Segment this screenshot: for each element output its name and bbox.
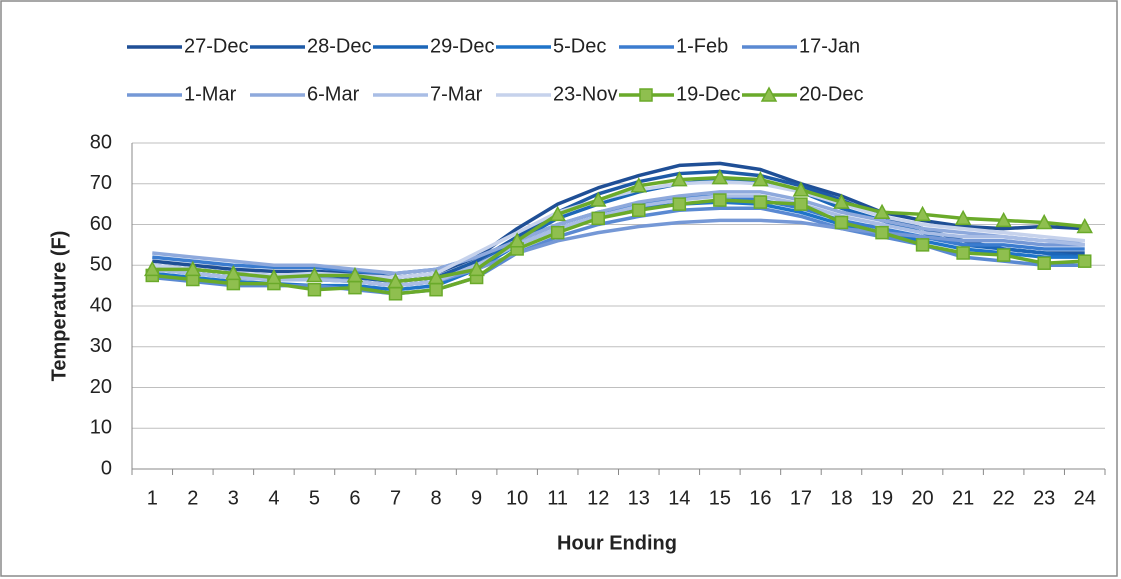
marker: [388, 287, 403, 301]
legend-label: 19-Dec: [676, 83, 740, 105]
marker: [630, 177, 648, 193]
marker: [914, 205, 931, 222]
legend-label: 20-Dec: [799, 83, 863, 105]
series-line: [152, 198, 1085, 296]
marker: [387, 272, 404, 289]
marker: [348, 280, 362, 295]
x-tick-label: 10: [506, 487, 528, 509]
marker: [550, 225, 565, 240]
marker: [225, 264, 242, 281]
legend-label: 17-Jan: [799, 35, 860, 57]
marker: [346, 266, 364, 283]
legend-label: 6-Mar: [307, 83, 360, 105]
x-tick-label: 13: [628, 487, 650, 509]
marker: [306, 266, 323, 283]
marker: [996, 248, 1011, 262]
x-tick-label: 2: [187, 487, 198, 509]
legend-label: 28-Dec: [307, 35, 371, 57]
x-tick-label: 14: [668, 487, 690, 509]
x-tick-label: 21: [952, 487, 974, 509]
x-tick-label: 7: [390, 487, 401, 509]
marker: [794, 197, 808, 211]
x-tick-label: 17: [790, 487, 812, 509]
marker: [307, 282, 322, 297]
x-tick-label: 12: [587, 487, 609, 509]
x-tick-label: 9: [471, 487, 482, 509]
marker: [1077, 254, 1092, 268]
marker: [760, 86, 778, 102]
marker: [672, 197, 687, 211]
marker: [954, 209, 972, 226]
marker: [752, 171, 769, 187]
y-tick-label: 60: [90, 213, 112, 235]
marker: [429, 282, 443, 297]
series-line: [152, 179, 1085, 280]
y-tick-label: 0: [101, 457, 112, 479]
marker: [427, 268, 445, 285]
marker: [265, 268, 283, 285]
x-tick-label: 1: [147, 487, 158, 509]
marker: [753, 195, 768, 209]
x-tick-label: 11: [547, 487, 568, 509]
legend-label: 5-Dec: [553, 35, 606, 57]
x-tick-label: 22: [993, 487, 1015, 509]
x-axis-label: Hour Ending: [557, 532, 677, 554]
marker: [713, 193, 727, 207]
marker: [671, 171, 688, 187]
marker: [468, 260, 485, 277]
y-axis-label: Temperature (F): [48, 231, 70, 382]
legend-label: 23-Nov: [553, 83, 617, 105]
marker: [792, 181, 810, 197]
series-line: [152, 175, 1085, 284]
marker: [639, 88, 653, 102]
marker: [632, 203, 646, 217]
marker: [1037, 256, 1051, 270]
marker: [591, 211, 605, 226]
x-tick-label: 4: [268, 487, 279, 509]
y-tick-label: 50: [90, 254, 112, 276]
y-tick-label: 70: [90, 172, 112, 194]
marker: [834, 215, 849, 230]
y-tick-label: 80: [90, 131, 112, 153]
marker: [956, 246, 970, 260]
legend-label: 29-Dec: [430, 35, 494, 57]
marker: [833, 193, 850, 209]
x-tick-label: 8: [431, 487, 442, 509]
y-tick-label: 20: [90, 376, 112, 398]
marker: [1076, 217, 1093, 234]
series-line: [152, 161, 1085, 280]
legend-label: 1-Feb: [676, 35, 728, 57]
marker: [184, 260, 202, 277]
x-tick-label: 5: [309, 487, 320, 509]
marker: [589, 191, 607, 207]
marker: [1035, 213, 1053, 230]
marker: [549, 205, 566, 222]
series-line: [152, 190, 1085, 276]
x-tick-label: 20: [911, 487, 933, 509]
marker: [995, 211, 1012, 228]
marker: [144, 260, 161, 277]
y-tick-label: 40: [90, 294, 112, 316]
marker: [508, 232, 526, 248]
x-tick-label: 19: [871, 487, 893, 509]
x-tick-label: 18: [830, 487, 852, 509]
legend-label: 1-Mar: [184, 83, 237, 105]
legend-label: 27-Dec: [184, 35, 248, 57]
x-tick-label: 16: [749, 487, 771, 509]
x-tick-label: 24: [1074, 487, 1096, 509]
x-tick-label: 23: [1033, 487, 1055, 509]
marker: [875, 225, 889, 240]
marker: [873, 203, 891, 220]
marker: [711, 169, 729, 185]
legend-label: 7-Mar: [430, 83, 483, 105]
marker: [915, 238, 930, 252]
y-tick-label: 30: [90, 335, 112, 357]
x-tick-label: 15: [709, 487, 731, 509]
x-tick-label: 6: [349, 487, 360, 509]
x-tick-label: 3: [228, 487, 239, 509]
y-tick-label: 10: [90, 417, 112, 439]
